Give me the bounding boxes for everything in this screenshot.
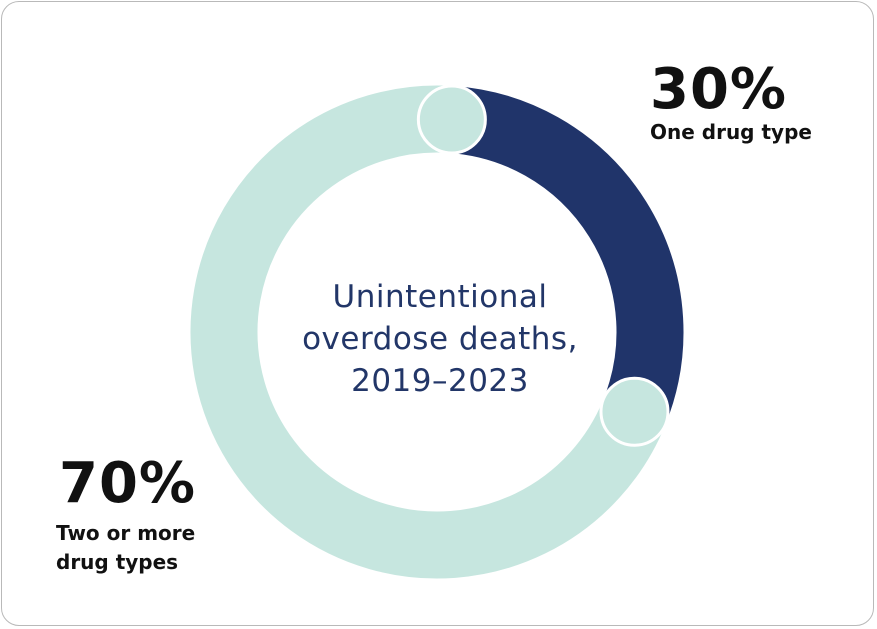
slice-value-one-drug-type: 30% (650, 57, 788, 122)
slice-label-one-drug-type-line-1: One drug type (650, 120, 812, 144)
chart-title-line-3: 2019–2023 (351, 363, 529, 399)
slice-label-two-or-more-drug-types: Two or more drug types (56, 519, 195, 577)
chart-title-line-1: Unintentional (332, 279, 548, 315)
slice-label-two-or-more-line-1: Two or more (56, 521, 196, 545)
donut-slice-one-drug-type (448, 86, 684, 425)
donut-slice-cap-1 (599, 376, 670, 447)
donut-slice-two-or-more-drug-types (190, 85, 666, 579)
donut-slice-cap-2 (416, 84, 487, 155)
slice-value-two-or-more-drug-types: 70% (59, 451, 197, 516)
slice-label-one-drug-type: One drug type (650, 118, 812, 147)
chart-title: Unintentional overdose deaths, 2019–2023 (258, 276, 622, 402)
chart-title-line-2: overdose deaths, (302, 321, 578, 357)
donut-slices (190, 84, 684, 579)
slice-label-two-or-more-line-2: drug types (56, 550, 179, 574)
